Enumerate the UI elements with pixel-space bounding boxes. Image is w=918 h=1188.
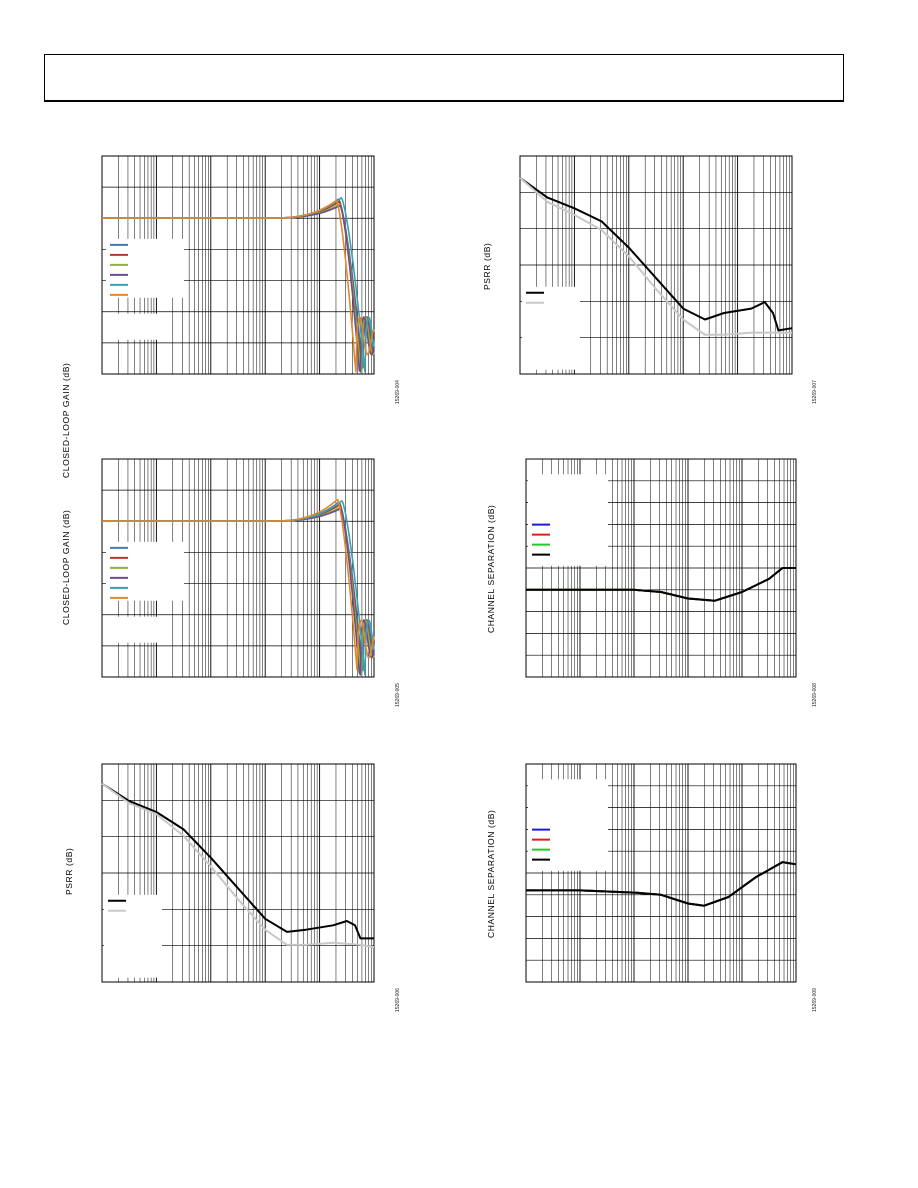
series-line [526, 567, 796, 602]
series-line [102, 498, 375, 671]
plot-frame [519, 155, 793, 375]
series-line [102, 199, 375, 373]
legend-box [106, 541, 184, 601]
legend-box [106, 238, 184, 298]
chart-fig4: CLOSED-LOOP GAIN (dB) 15269-004 [60, 155, 401, 478]
chart-svg [101, 155, 375, 375]
chart-fig5: CLOSED-LOOP GAIN (dB) 15269-005 [60, 458, 401, 709]
plot-frame [525, 763, 797, 983]
series-line [519, 176, 793, 332]
legend-box [528, 474, 608, 566]
series-line [101, 782, 375, 949]
chart-fig6: PSRR (dB) 15269-006 [60, 763, 401, 1014]
chart-fig9: CHANNEL SEPARATION (dB) 15269-009 [478, 763, 828, 1014]
legend-box [104, 894, 162, 978]
grid-lines [101, 156, 374, 374]
plot-frame [101, 458, 375, 678]
legend-box-lower [106, 616, 160, 643]
chart-svg [525, 458, 797, 678]
figure-number: 15269-005 [395, 683, 401, 707]
plot-frame [101, 763, 375, 983]
figure-number: 15269-006 [395, 988, 401, 1012]
legend-box [522, 286, 580, 370]
series-line [519, 177, 792, 336]
legend-box [528, 779, 608, 871]
series-line [526, 861, 797, 907]
figure-number: 15269-004 [395, 380, 401, 404]
legend-box-lower [106, 313, 160, 340]
page-header-box [44, 54, 844, 102]
chart-svg [525, 763, 797, 983]
chart-fig7: PSRR (dB) 15269-007 [478, 155, 828, 406]
chart-svg [101, 458, 375, 678]
series-line [101, 782, 374, 940]
plot-frame [101, 155, 375, 375]
chart-svg [101, 763, 375, 983]
chart-fig8: CHANNEL SEPARATION (dB) 15269-008 [478, 458, 828, 709]
chart-svg [519, 155, 793, 375]
